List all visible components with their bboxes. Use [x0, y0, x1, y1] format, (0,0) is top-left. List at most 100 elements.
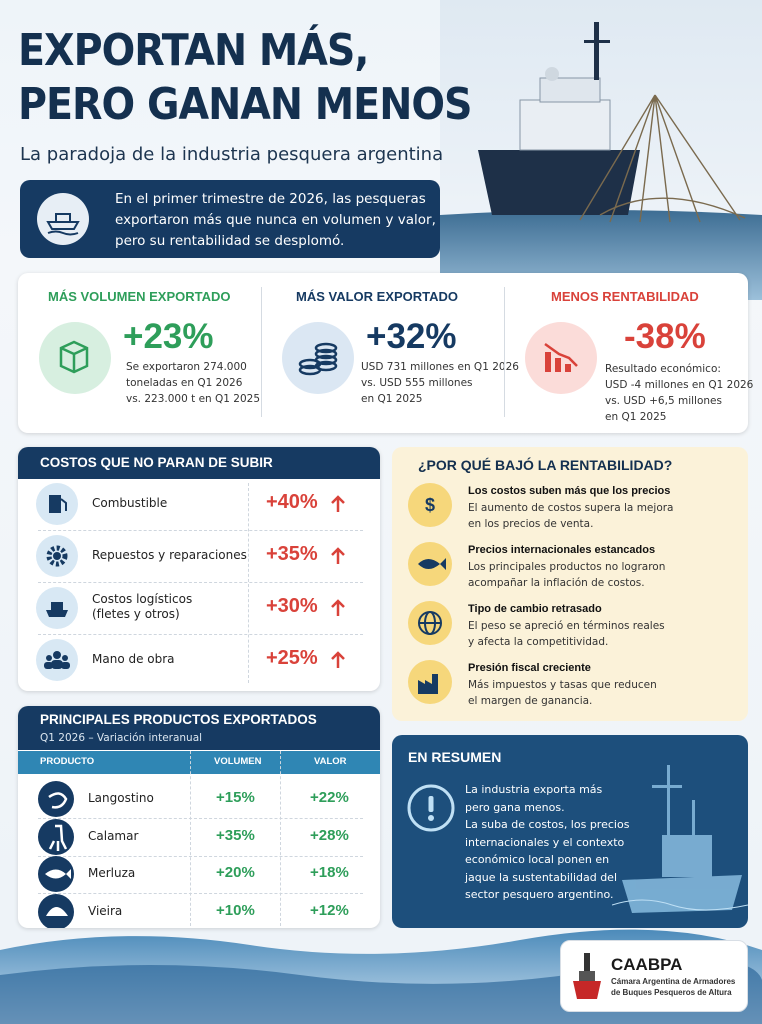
summary-title: EN RESUMEN [408, 749, 502, 765]
summary-line: La industria exporta más [465, 783, 603, 796]
kpi-icon [282, 322, 354, 394]
products-card: PRINCIPALES PRODUCTOS EXPORTADOS Q1 2026… [18, 706, 380, 928]
svg-text:$: $ [425, 495, 435, 515]
up-arrow [331, 547, 345, 564]
column-header: PRODUCTO [40, 756, 95, 767]
kpi-detail: Se exportaron 274.000 [126, 361, 247, 373]
cost-icon [36, 587, 78, 629]
summary-ship [612, 765, 748, 913]
product-volume: +35% [216, 826, 255, 844]
reason-text: el margen de ganancia. [468, 695, 593, 707]
kpi-divider [504, 287, 505, 417]
intro-box: En el primer trimestre de 2026, las pesq… [20, 180, 440, 258]
ship-icon [37, 193, 89, 245]
summary-line: La suba de costos, los precios [465, 818, 630, 831]
title-line: EXPORTAN MÁS, [18, 25, 369, 76]
kpi-title: MÁS VALOR EXPORTADO [296, 289, 459, 304]
row-divider [38, 893, 363, 894]
reason-text: El peso se apreció en términos reales [468, 620, 665, 632]
reason-text: Los principales productos no lograron [468, 561, 666, 573]
kpi-divider [261, 287, 262, 417]
reason-text: en los precios de venta. [468, 518, 594, 530]
cost-label: Repuestos y reparaciones [92, 548, 247, 562]
products-header [18, 706, 380, 750]
kpi-icon [525, 322, 597, 394]
product-value: +28% [310, 826, 349, 844]
costs-title: COSTOS QUE NO PARAN DE SUBIR [40, 455, 273, 470]
kpi-detail: USD 731 millones en Q1 2026 [361, 361, 519, 373]
reasons-title: ¿POR QUÉ BAJÓ LA RENTABILIDAD? [418, 457, 673, 473]
kpi-detail: USD -4 millones en Q1 2026 [605, 379, 754, 391]
title-line: PERO GANAN MENOS [18, 79, 472, 130]
product-icon [38, 781, 74, 817]
logo-name: CAABPA [611, 955, 683, 974]
summary-line: pero gana menos. [465, 800, 565, 814]
row-divider [38, 818, 363, 819]
kpi-title: MÁS VOLUMEN EXPORTADO [48, 289, 231, 304]
kpi-value: +32% [366, 317, 457, 356]
costs-card: COSTOS QUE NO PARAN DE SUBIR Combustible… [18, 447, 380, 691]
cost-value: +25% [266, 647, 318, 669]
reason-title: Presión fiscal creciente [468, 662, 591, 674]
col-divider [280, 751, 281, 926]
kpi-detail: vs. USD 555 millones [361, 377, 473, 389]
product-value: +22% [310, 789, 349, 806]
row-divider [38, 582, 363, 583]
summary-line: sector pesquero argentino. [465, 888, 614, 901]
summary-line: jaque la sustentabilidad del [465, 870, 618, 884]
column-header: VALOR [314, 756, 347, 767]
products-subtitle: Q1 2026 – Variación interanual [40, 732, 203, 744]
products-col-header [18, 751, 380, 774]
reason-text: El aumento de costos supera la mejora [468, 502, 674, 514]
column-header: VOLUMEN [214, 756, 262, 767]
logo-line: de Buques Pesqueros de Altura [611, 988, 732, 997]
row-divider [38, 855, 363, 857]
cost-value: +30% [266, 595, 318, 617]
kpi-value: +23% [123, 317, 214, 356]
reason-title: Los costos suben más que los precios [468, 485, 671, 497]
reasons-card: ¿POR QUÉ BAJÓ LA RENTABILIDAD? $ Los cost… [392, 447, 748, 721]
product-icon [38, 893, 74, 928]
cost-label: Costos logísticos [92, 592, 193, 606]
reason-icon [408, 542, 452, 586]
cost-icon [36, 535, 78, 577]
kpi-detail: toneladas en Q1 2026 [126, 377, 243, 389]
product-name: Vieira [88, 903, 123, 918]
cost-label: Combustible [92, 496, 168, 510]
cost-label: (fletes y otros) [92, 607, 180, 621]
kpi-card: MÁS VOLUMEN EXPORTADO +23% Se exportaron 2… [18, 273, 753, 433]
product-name: Merluza [88, 866, 136, 880]
logo-box: CAABPA Cámara Argentina de Armadores de … [560, 940, 748, 1012]
cost-icon [36, 639, 78, 681]
products-title: PRINCIPALES PRODUCTOS EXPORTADOS [40, 712, 317, 727]
row-divider [38, 530, 363, 531]
reason-icon [408, 660, 452, 704]
summary-line: internacionales y el contexto [465, 835, 625, 849]
reason-text: Más impuestos y tasas que reducen [468, 679, 657, 691]
cost-value: +35% [266, 543, 318, 565]
product-value: +18% [310, 864, 349, 881]
col-divider [190, 751, 191, 926]
kpi-title: MENOS RENTABILIDAD [551, 289, 699, 304]
intro-line: pero su rentabilidad se desplomó. [115, 233, 345, 249]
kpi-value: -38% [624, 317, 706, 356]
cost-label: Mano de obra [92, 652, 175, 666]
product-name: Calamar [88, 828, 139, 843]
reason-text: acompañar la inflación de costos. [468, 577, 645, 589]
kpi-icon [39, 322, 111, 394]
product-volume: +20% [216, 864, 255, 881]
reason-icon: $ [408, 483, 452, 527]
product-name: Langostino [88, 791, 154, 805]
product-volume: +10% [216, 901, 255, 919]
product-icon [38, 856, 74, 892]
summary-card: EN RESUMEN La industria exporta más pero … [392, 735, 748, 928]
kpi-detail: en Q1 2025 [605, 411, 667, 423]
reason-icon [408, 601, 452, 645]
cost-value: +40% [266, 491, 318, 513]
up-arrow [331, 495, 345, 512]
intro-line: En el primer trimestre de 2026, las pesq… [115, 191, 426, 207]
subtitle: La paradoja de la industria pesquera arg… [20, 144, 444, 165]
reasons-list: $ Los costos suben más que los precios El … [392, 483, 748, 719]
summary-line: económico local ponen en [465, 853, 610, 866]
